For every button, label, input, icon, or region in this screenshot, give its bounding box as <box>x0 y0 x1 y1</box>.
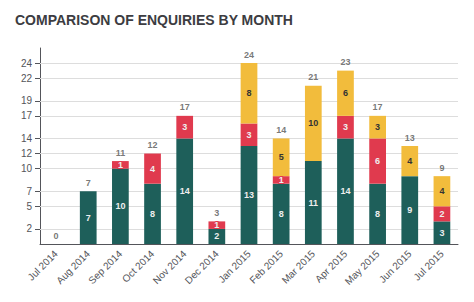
svg-text:Dec 2014: Dec 2014 <box>183 248 221 286</box>
svg-text:11: 11 <box>309 198 319 208</box>
svg-text:Sep 2014: Sep 2014 <box>86 248 124 286</box>
svg-text:24: 24 <box>21 58 33 69</box>
svg-text:24: 24 <box>244 50 254 60</box>
svg-text:7: 7 <box>86 213 91 223</box>
svg-text:1: 1 <box>214 220 219 230</box>
svg-text:12: 12 <box>148 140 158 150</box>
svg-text:22: 22 <box>21 73 33 84</box>
svg-text:3: 3 <box>375 122 380 132</box>
svg-text:11: 11 <box>116 148 126 158</box>
svg-text:May 2015: May 2015 <box>343 248 382 287</box>
svg-text:2: 2 <box>214 231 219 241</box>
svg-text:14: 14 <box>276 125 286 135</box>
svg-text:Jul 2015: Jul 2015 <box>411 248 446 283</box>
svg-text:13: 13 <box>405 133 415 143</box>
svg-text:10: 10 <box>21 163 33 174</box>
svg-text:13: 13 <box>244 190 254 200</box>
svg-text:Apr 2015: Apr 2015 <box>312 248 350 285</box>
svg-text:12: 12 <box>21 148 33 159</box>
svg-text:5: 5 <box>26 201 32 212</box>
svg-text:COMPARISON OF ENQUIRIES BY MON: COMPARISON OF ENQUIRIES BY MONTH <box>15 12 293 28</box>
svg-text:4: 4 <box>150 164 155 174</box>
svg-text:21: 21 <box>308 72 318 82</box>
svg-text:Jul 2014: Jul 2014 <box>25 248 60 283</box>
svg-text:6: 6 <box>343 88 348 98</box>
svg-text:17: 17 <box>21 110 33 121</box>
svg-text:14: 14 <box>340 186 350 196</box>
svg-text:Jun 2015: Jun 2015 <box>377 248 414 285</box>
svg-text:17: 17 <box>373 102 383 112</box>
svg-text:3: 3 <box>439 228 444 238</box>
svg-text:9: 9 <box>439 163 444 173</box>
svg-text:3: 3 <box>214 208 219 218</box>
svg-text:3: 3 <box>246 130 251 140</box>
svg-text:8: 8 <box>246 88 251 98</box>
svg-text:9: 9 <box>407 205 412 215</box>
svg-text:7: 7 <box>26 186 32 197</box>
svg-text:14: 14 <box>180 186 190 196</box>
svg-text:8: 8 <box>375 209 380 219</box>
svg-text:19: 19 <box>21 95 33 106</box>
svg-text:6: 6 <box>375 156 380 166</box>
svg-text:2: 2 <box>439 209 444 219</box>
svg-text:Oct 2014: Oct 2014 <box>120 248 157 285</box>
svg-text:Jan 2015: Jan 2015 <box>216 248 253 285</box>
svg-text:Nov 2014: Nov 2014 <box>151 248 189 286</box>
svg-text:4: 4 <box>439 186 444 196</box>
svg-text:10: 10 <box>308 118 318 128</box>
svg-text:3: 3 <box>182 122 187 132</box>
svg-text:1: 1 <box>279 175 284 185</box>
svg-text:Aug 2014: Aug 2014 <box>54 248 92 286</box>
svg-text:4: 4 <box>407 156 412 166</box>
svg-text:7: 7 <box>86 178 91 188</box>
svg-text:14: 14 <box>21 133 33 144</box>
svg-text:17: 17 <box>180 102 190 112</box>
svg-text:Mar 2015: Mar 2015 <box>280 248 318 286</box>
svg-text:23: 23 <box>340 57 350 67</box>
svg-text:Feb 2015: Feb 2015 <box>247 248 285 286</box>
svg-text:8: 8 <box>279 209 284 219</box>
svg-text:3: 3 <box>343 122 348 132</box>
svg-text:1: 1 <box>118 160 123 170</box>
svg-text:2: 2 <box>26 223 32 234</box>
svg-text:0: 0 <box>54 231 59 241</box>
svg-text:10: 10 <box>115 201 125 211</box>
svg-text:8: 8 <box>150 209 155 219</box>
svg-text:5: 5 <box>279 152 284 162</box>
